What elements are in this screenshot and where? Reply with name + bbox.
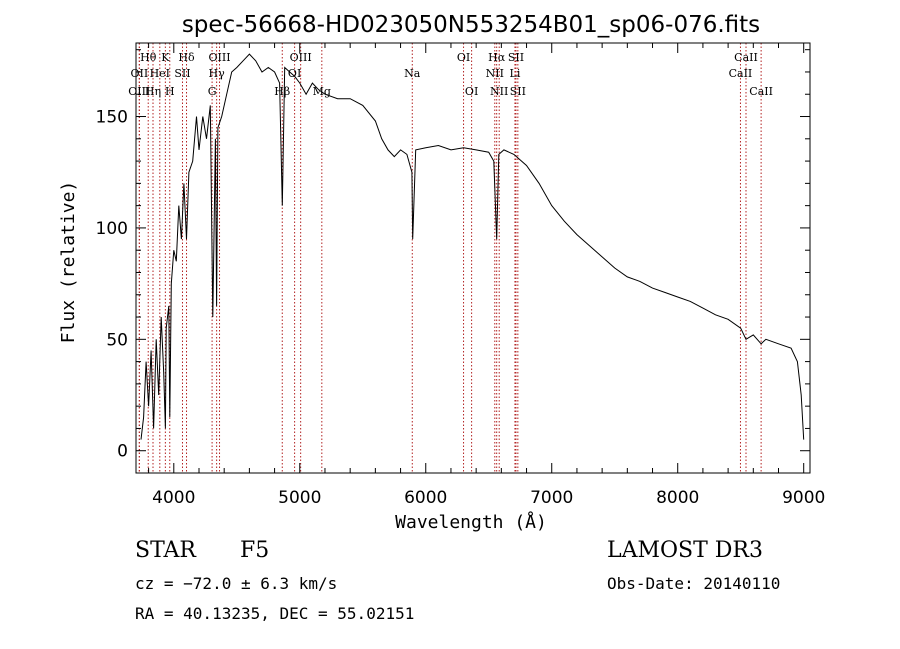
spectral-line-markers [138,43,762,473]
x-tick-label: 5000 [278,488,321,508]
line-marker-label: OI [288,67,301,80]
line-marker-label: G [208,85,217,98]
x-tick-label: 4000 [152,488,195,508]
line-marker-label: OIII [208,51,230,64]
line-marker-label: CaII [734,51,758,64]
y-tick-label: 0 [117,442,128,462]
line-marker-label: SII [510,85,526,98]
line-marker-label: CaII [729,67,753,80]
line-marker-label: NII [486,67,504,80]
line-marker-label: Hα [488,51,506,64]
plot-frame [135,42,811,474]
line-marker-label: OIII [290,51,312,64]
line-marker-label: SII [508,51,524,64]
line-marker-label: CaII [749,85,773,98]
line-marker-label: HeI [150,67,170,80]
coordinates-readout: RA = 40.13235, DEC = 55.02151 [135,604,415,623]
y-tick-label: 100 [96,219,128,239]
line-marker-label: OIII [128,85,150,98]
x-tick-label: 9000 [782,488,825,508]
line-marker-label: K [161,51,170,64]
line-marker-label: Hγ [209,67,226,80]
x-tick-label: 6000 [404,488,447,508]
x-axis-label: Wavelength (Å) [395,511,547,533]
line-marker-label: Li [510,67,521,80]
line-marker-label: H [165,85,175,98]
y-tick-label: 50 [106,330,128,350]
y-tick-label: 150 [96,108,128,128]
object-class: STAR [135,538,196,563]
x-tick-label: 8000 [656,488,699,508]
line-marker-label: Hθ [140,51,157,64]
line-marker-label: OI [465,85,478,98]
x-tick-label: 7000 [530,488,573,508]
x-axis-ticks: 4000 5000 6000 7000 8000 9000 [148,43,825,508]
line-marker-label: OII [131,67,149,80]
line-marker-label: OI [457,51,470,64]
redshift-readout: cz = −72.0 ± 6.3 km/s [135,574,338,593]
line-marker-label: Hβ [274,85,290,98]
line-marker-label: Hδ [178,51,195,64]
y-axis-label: Flux (relative) [58,181,79,344]
line-marker-label: SII [174,67,190,80]
line-marker-label: NII [490,85,508,98]
object-subclass: F5 [240,538,270,563]
line-marker-label: Na [404,67,421,80]
line-marker-label: Hη [145,85,161,98]
survey-name: LAMOST DR3 [607,538,763,563]
y-axis-ticks: 0 50 100 150 [96,49,810,474]
spectrum-line [140,53,805,440]
chart-title: spec-56668-HD023050N553254B01_sp06-076.f… [182,12,760,38]
observation-date: Obs-Date: 20140110 [607,574,781,593]
